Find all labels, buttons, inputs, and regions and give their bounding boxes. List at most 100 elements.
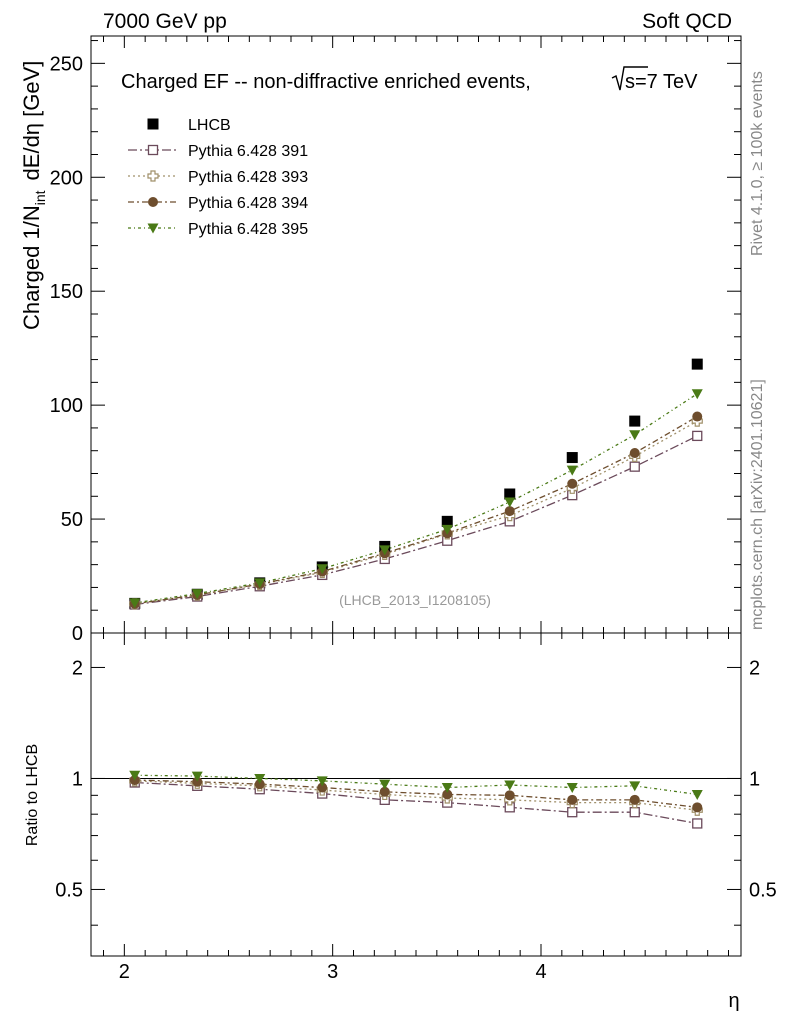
y-tick-label: 250: [50, 53, 83, 75]
ratio-point-pythia-6-428-395: [316, 776, 328, 787]
main-line-pythia-6-428-391: [134, 435, 698, 606]
main-y-axis-label: Charged 1/Nint dE/dη [GeV]: [19, 61, 48, 330]
main-markers: [129, 358, 703, 610]
x-tick-label: 3: [327, 961, 338, 983]
chart-title-main: Charged EF -- non-diffractive enriched e…: [121, 71, 531, 93]
svg-text:Charged 1/NintdE/dη [GeV]: Charged 1/Nint dE/dη [GeV]: [19, 61, 48, 330]
y-label-sub: int: [32, 190, 48, 205]
main-ticks: [91, 36, 741, 634]
chart-title: Charged EF -- non-diffractive enriched e…: [121, 71, 531, 93]
ratio-series: [129, 770, 703, 829]
ratio-point-pythia-6-428-394: [379, 786, 390, 797]
ratio-point-pythia-6-428-394: [192, 776, 203, 787]
ratio-y-tick-labels: 0.5 0.5 1 1 2 2: [55, 657, 777, 901]
y-tick-label: 200: [50, 167, 83, 189]
ratio-line-pythia-6-428-394: [134, 779, 698, 808]
legend-item: LHCB: [147, 117, 231, 134]
header-right: Soft QCD: [642, 10, 732, 33]
ratio-point-pythia-6-428-395: [129, 770, 141, 781]
main-point-pythia-6-428-394: [567, 478, 578, 489]
ratio-frame: [90, 632, 742, 957]
legend: LHCB Pythia 6.428 391 Pythia 6.428 393 Pyth…: [128, 117, 308, 238]
legend-item: Pythia 6.428 395: [128, 221, 308, 238]
x-tick-label: 4: [535, 961, 546, 983]
main-point-lhcb: [691, 358, 703, 370]
main-point-pythia-6-428-394: [504, 506, 515, 517]
legend-marker: [148, 197, 158, 207]
ratio-point-pythia-6-428-395: [504, 780, 516, 791]
main-point-pythia-6-428-394: [629, 447, 640, 458]
main-point-pythia-6-428-395: [254, 578, 266, 589]
y-label-rest: dE/dη [GeV]: [19, 61, 44, 181]
main-point-pythia-6-428-395: [504, 497, 516, 508]
ratio-ticks: [91, 633, 741, 956]
ratio-point-pythia-6-428-395: [191, 771, 203, 782]
ratio-point-pythia-6-428-394: [567, 794, 578, 805]
main-point-lhcb: [504, 488, 516, 500]
x-tick-labels: 2 3 4: [119, 961, 547, 983]
main-point-pythia-6-428-395: [691, 389, 703, 400]
main-point-pythia-6-428-391: [629, 461, 640, 472]
x-axis-label: η: [728, 990, 739, 1012]
legend-marker: [147, 144, 159, 156]
ratio-line-pythia-6-428-393: [134, 780, 698, 811]
legend-item: Pythia 6.428 394: [128, 195, 308, 212]
main-line-pythia-6-428-394: [134, 415, 698, 605]
main-point-pythia-6-428-391: [692, 430, 703, 442]
ratio-y-tick-label: 2: [72, 657, 83, 679]
header-left: 7000 GeV pp: [103, 10, 227, 33]
legend-marker: [147, 118, 159, 130]
analysis-watermark: (LHCB_2013_I1208105): [339, 592, 491, 608]
chart-title-energy: s=7 TeV: [625, 71, 698, 93]
x-tick-label: 2: [119, 961, 130, 983]
ratio-y-tick-label-right: 2: [749, 657, 760, 679]
y-tick-label: 100: [50, 395, 83, 417]
ratio-lines: [134, 774, 698, 825]
ratio-point-pythia-6-428-391: [567, 807, 578, 818]
main-point-lhcb: [629, 415, 641, 427]
y-tick-label: 150: [50, 281, 83, 303]
ratio-point-pythia-6-428-394: [254, 779, 265, 790]
sqrt-symbol: [611, 66, 648, 91]
main-series: [129, 358, 703, 610]
ratio-line-pythia-6-428-391: [134, 781, 698, 825]
legend-marker: [147, 223, 159, 234]
main-point-pythia-6-428-395: [191, 589, 203, 600]
main-point-pythia-6-428-395: [566, 465, 578, 476]
legend-marker: [147, 170, 159, 182]
ratio-point-pythia-6-428-395: [254, 773, 266, 784]
main-point-lhcb: [566, 452, 578, 464]
ratio-point-pythia-6-428-395: [441, 783, 453, 794]
ratio-y-axis-label: Ratio to LHCB: [24, 744, 41, 846]
ratio-point-pythia-6-428-394: [692, 802, 703, 813]
main-point-pythia-6-428-394: [692, 411, 703, 422]
main-point-lhcb: [441, 515, 453, 527]
main-lines: [134, 393, 698, 606]
ratio-y-tick-label: 1: [72, 768, 83, 790]
ratio-point-pythia-6-428-394: [629, 794, 640, 805]
ratio-y-tick-label: 0.5: [55, 879, 83, 901]
legend-item: Pythia 6.428 391: [128, 143, 308, 160]
y-tick-label: 0: [72, 623, 83, 645]
legend-label: Pythia 6.428 395: [188, 221, 308, 238]
ratio-point-pythia-6-428-391: [629, 807, 640, 818]
main-point-pythia-6-428-395: [316, 564, 328, 575]
main-y-tick-labels: 0 50 100 150 200 250: [50, 53, 83, 645]
ratio-point-pythia-6-428-395: [566, 783, 578, 794]
ratio-point-pythia-6-428-394: [442, 789, 453, 800]
ratio-panel: 0.5 0.5 1 1 2 2 2 3 4 Ratio to LHCB η: [24, 632, 777, 1012]
rivet-label: Rivet 4.1.0, ≥ 100k events: [749, 71, 766, 256]
main-point-pythia-6-428-395: [441, 524, 453, 535]
ratio-line-pythia-6-428-395: [134, 774, 698, 796]
ratio-point-pythia-6-428-391: [692, 818, 703, 829]
ratio-point-pythia-6-428-394: [317, 782, 328, 793]
mcplots-label: mcplots.cern.ch [arXiv:2401.10621]: [749, 379, 766, 630]
y-tick-label: 50: [61, 509, 83, 531]
ratio-point-pythia-6-428-395: [379, 779, 391, 790]
ratio-point-pythia-6-428-395: [629, 781, 641, 792]
main-line-pythia-6-428-393: [134, 420, 698, 605]
legend-label: Pythia 6.428 394: [188, 195, 308, 212]
ratio-markers: [129, 770, 703, 829]
ratio-point-pythia-6-428-394: [504, 790, 515, 801]
